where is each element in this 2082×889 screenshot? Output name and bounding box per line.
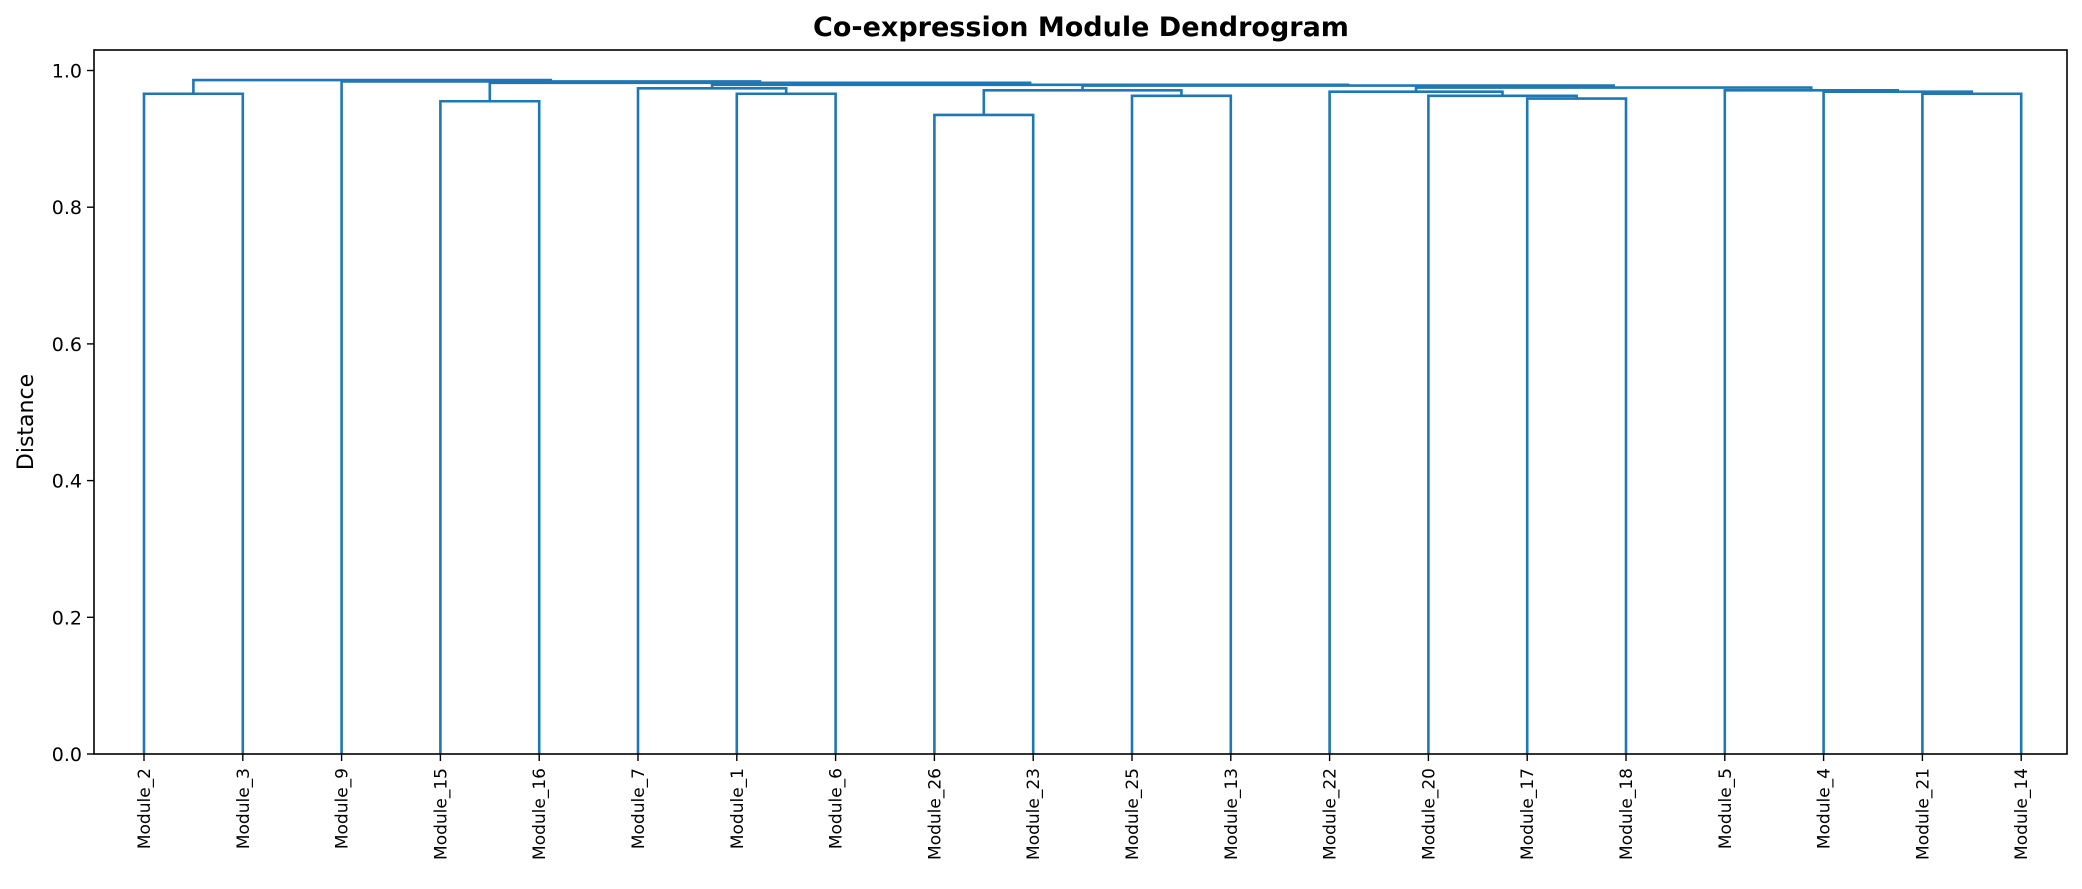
y-tick-label: 0.0 — [52, 744, 82, 766]
x-tick-label-module-1: Module_1 — [728, 768, 748, 849]
x-tick-label-module-26: Module_26 — [925, 768, 945, 860]
dendrogram-link-c16 — [710, 83, 1350, 89]
x-tick-label-module-14: Module_14 — [2012, 768, 2032, 860]
dendrogram-link-c11 — [1921, 92, 2023, 754]
y-tick-label: 0.4 — [52, 471, 82, 493]
dendrogram-link-c1 — [142, 92, 245, 754]
x-tick-label-module-22: Module_22 — [1321, 768, 1341, 860]
dendrogram-link-c3 — [735, 92, 837, 754]
dendrogram-link-c8 — [1525, 97, 1628, 754]
x-tick-label-module-4: Module_4 — [1815, 768, 1835, 849]
x-tick-label-module-9: Module_9 — [333, 768, 353, 849]
dendrogram-link-c6 — [1130, 94, 1233, 754]
x-tick-label-module-3: Module_3 — [234, 768, 254, 849]
y-tick-label: 0.2 — [52, 607, 82, 629]
y-tick-label: 0.8 — [52, 197, 82, 219]
dendrogram-links — [142, 78, 2023, 754]
x-tick-label-module-23: Module_23 — [1024, 768, 1044, 860]
x-axis-ticks: Module_2 Module_3 Module_9 Module_15 Module_… — [135, 754, 2032, 860]
y-tick-label: 1.0 — [52, 61, 82, 83]
x-tick-label-module-25: Module_25 — [1123, 768, 1143, 860]
dendrogram-link-c19 — [192, 78, 553, 94]
plot-frame — [93, 49, 2068, 755]
x-tick-label-module-7: Module_7 — [629, 768, 649, 849]
chart-title: Co-expression Module Dendrogram — [813, 12, 1349, 43]
y-axis-label: Distance — [14, 374, 39, 470]
dendrogram-link-c9 — [1427, 94, 1578, 754]
dendrogram-link-c18 — [340, 80, 762, 754]
y-tick-label: 0.6 — [52, 334, 82, 356]
x-tick-label-module-2: Module_2 — [135, 768, 155, 849]
x-tick-label-module-17: Module_17 — [1518, 768, 1538, 860]
x-tick-label-module-15: Module_15 — [431, 768, 451, 860]
x-tick-label-module-16: Module_16 — [530, 768, 550, 860]
x-tick-label-module-18: Module_18 — [1617, 768, 1637, 860]
x-tick-label-module-6: Module_6 — [827, 768, 847, 849]
x-tick-label-module-21: Module_21 — [1913, 768, 1933, 860]
x-tick-label-module-13: Module_13 — [1222, 768, 1242, 860]
x-tick-label-module-20: Module_20 — [1419, 768, 1439, 860]
x-tick-label-module-5: Module_5 — [1716, 768, 1736, 849]
y-axis-ticks: 0.0 0.2 0.4 0.6 0.8 1.0 — [52, 61, 94, 766]
dendrogram-link-c17 — [488, 81, 1032, 102]
